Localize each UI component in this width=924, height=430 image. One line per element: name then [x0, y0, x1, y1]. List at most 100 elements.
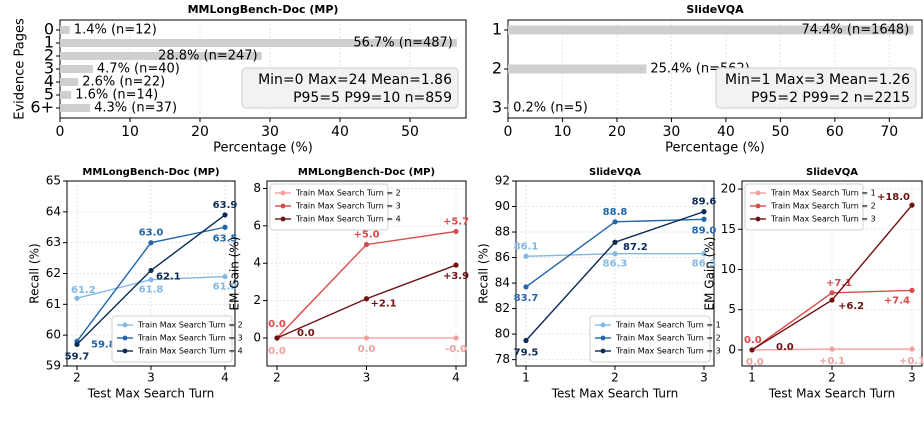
y-axis-label: EM Gain (%) — [703, 237, 717, 311]
data-label: +18.0 — [877, 192, 910, 203]
bar-value-label: 4.7% (n=40) — [97, 62, 180, 77]
y-tick-label: 4 — [253, 256, 261, 270]
x-tick-label: 2 — [73, 371, 81, 385]
y-tick-label: 63 — [46, 235, 61, 249]
x-axis-label: Test Max Search Turn — [87, 387, 215, 401]
bar-value-label: 56.7% (n=487) — [353, 36, 453, 51]
bar — [60, 39, 457, 47]
data-label: 59.8 — [91, 339, 116, 350]
data-label: 86.3 — [692, 259, 717, 270]
y-tick-label: 78 — [495, 352, 510, 366]
y-tick-label: 64 — [46, 204, 61, 218]
x-tick-label: 3 — [700, 371, 708, 385]
x-tick-label: 3 — [147, 371, 155, 385]
x-tick-label: 50 — [401, 124, 419, 140]
legend-marker — [755, 203, 761, 209]
x-tick-label: 20 — [191, 124, 209, 140]
y-tick-label: 0 — [44, 20, 54, 39]
legend-label: Train Max Search Turn = 1 — [770, 189, 876, 198]
data-label: +7.1 — [826, 278, 852, 289]
data-label: +5.0 — [353, 230, 379, 241]
data-label: 87.2 — [623, 242, 648, 253]
data-point — [453, 262, 459, 268]
y-tick-label: 5 — [728, 302, 736, 316]
x-axis-label: Percentage (%) — [665, 141, 765, 156]
stats-box — [715, 67, 917, 109]
x-tick-label: 30 — [261, 124, 279, 140]
data-point — [749, 347, 755, 353]
data-label: 63.0 — [139, 228, 164, 239]
legend-label: Train Max Search Turn = 2 — [137, 321, 243, 330]
x-axis-label: Percentage (%) — [213, 141, 313, 156]
data-point — [148, 240, 154, 246]
y-tick-label: 59 — [46, 359, 61, 373]
plot-frame — [66, 180, 236, 367]
bar — [508, 25, 914, 35]
data-point — [453, 228, 459, 235]
y-tick-label: 15 — [721, 222, 736, 236]
bar-value-label: 74.4% (n=1648) — [801, 23, 909, 38]
y-tick-label: 1 — [492, 20, 502, 39]
data-point — [74, 295, 80, 301]
data-label: +5.7 — [443, 216, 469, 227]
y-tick-label: 6+ — [30, 98, 54, 117]
plot-frame — [741, 180, 923, 367]
y-tick-label: 62 — [46, 266, 61, 280]
y-tick-label: 2 — [492, 59, 502, 78]
data-point — [222, 212, 228, 218]
stats-box-line: Min=0 Max=24 Mean=1.86 — [258, 72, 452, 88]
y-axis-label: Evidence Pages — [13, 18, 28, 120]
y-tick-label: 8 — [253, 181, 261, 195]
legend-label: Train Max Search Turn = 2 — [295, 189, 401, 198]
x-tick-label: 60 — [826, 124, 844, 140]
data-point — [909, 346, 915, 352]
y-tick-label: 92 — [495, 174, 510, 188]
bar — [60, 104, 91, 112]
x-tick-label: 2 — [273, 371, 281, 385]
data-label: 0.0 — [358, 344, 376, 355]
y-axis-label: EM Gain (%) — [228, 237, 242, 311]
bar — [60, 26, 70, 34]
plot-frame — [515, 180, 715, 367]
data-label: 0.0 — [268, 319, 286, 330]
data-point — [612, 251, 618, 257]
y-tick-label: 10 — [721, 262, 736, 276]
y-tick-label: 0 — [728, 342, 736, 356]
data-point — [363, 335, 370, 341]
data-point — [222, 273, 228, 280]
y-tick-label: 20 — [721, 182, 736, 196]
y-tick-label: 88 — [495, 225, 510, 239]
x-tick-label: 50 — [771, 124, 789, 140]
legend-marker — [122, 322, 128, 328]
x-tick-label: 30 — [663, 124, 681, 140]
chart-title: MMLongBench-Doc (MP) — [82, 167, 219, 178]
data-point — [274, 335, 280, 341]
bar — [60, 91, 72, 99]
x-tick-label: 2 — [611, 371, 619, 385]
data-label: 59.7 — [65, 351, 90, 362]
data-point — [523, 284, 529, 290]
legend-label: Train Max Search Turn = 2 — [615, 334, 721, 343]
legend-box — [589, 315, 711, 363]
data-point — [523, 337, 529, 344]
legend-label: Train Max Search Turn = 3 — [770, 215, 876, 224]
bar — [60, 65, 93, 73]
x-axis-label: Test Max Search Turn — [551, 387, 679, 401]
legend-marker — [122, 348, 128, 354]
bar-value-label: 1.4% (n=12) — [74, 23, 157, 38]
y-tick-label: 6 — [253, 218, 261, 232]
x-tick-label: 0 — [504, 124, 513, 140]
data-label: 0.0 — [297, 328, 315, 339]
x-tick-label: 70 — [880, 124, 898, 140]
data-label: -0.0 — [445, 344, 467, 355]
y-tick-label: 5 — [44, 85, 54, 104]
data-label: 0.0 — [776, 342, 794, 353]
data-label: 0.0 — [268, 346, 286, 357]
y-axis-label: Recall (%) — [28, 243, 42, 303]
bar — [508, 64, 647, 74]
legend-label: Train Max Search Turn = 3 — [615, 347, 721, 356]
data-point — [701, 251, 707, 257]
data-label: 61.2 — [71, 285, 96, 296]
x-tick-label: 2 — [828, 371, 836, 385]
data-label: +3.9 — [443, 271, 469, 282]
